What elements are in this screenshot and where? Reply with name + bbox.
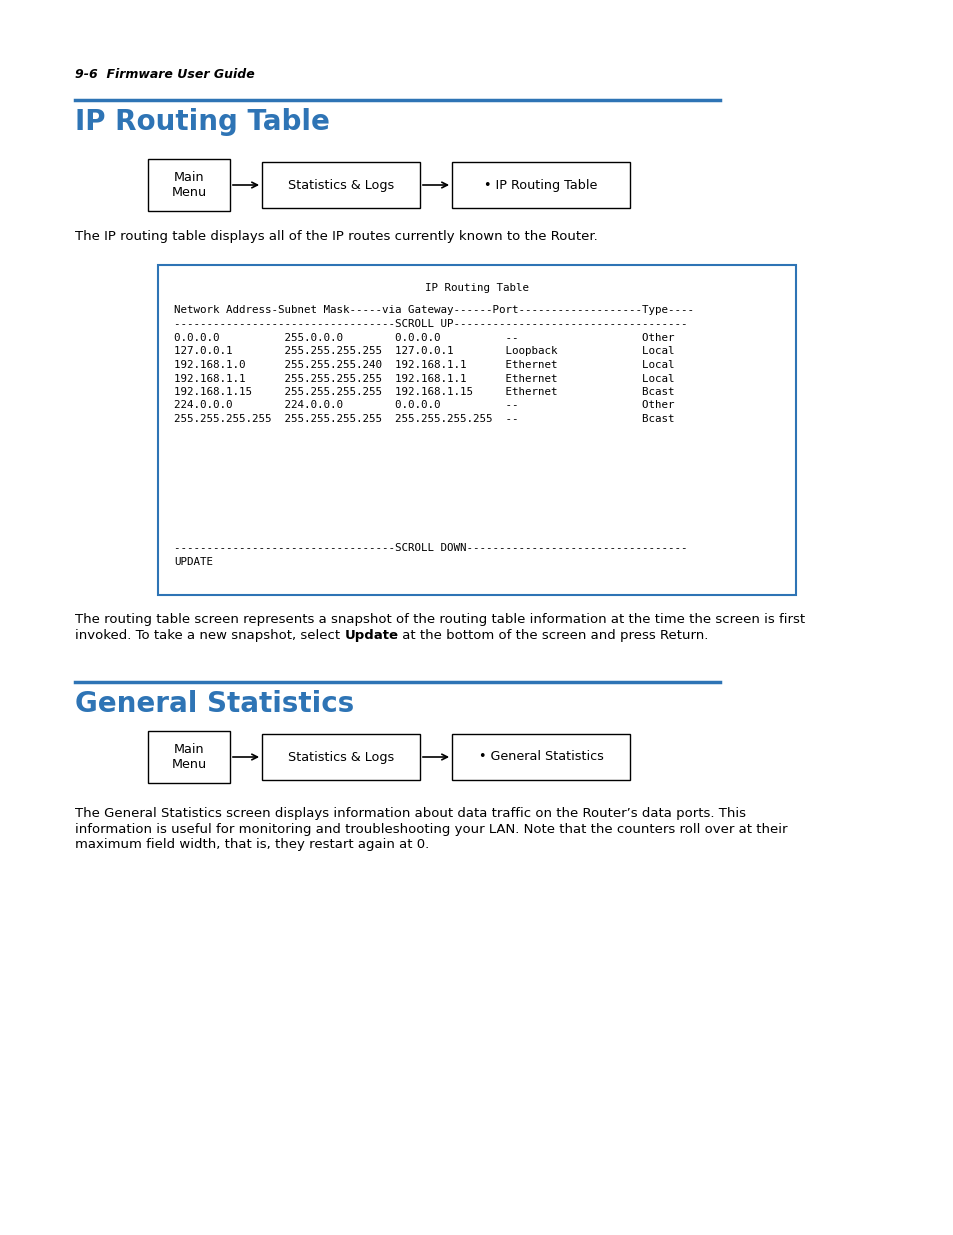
FancyBboxPatch shape	[452, 734, 629, 781]
Text: Network Address-Subnet Mask-----via Gateway------Port-------------------Type----: Network Address-Subnet Mask-----via Gate…	[173, 305, 693, 315]
Text: The General Statistics screen displays information about data traffic on the Rou: The General Statistics screen displays i…	[75, 806, 745, 820]
Text: 192.168.1.0      255.255.255.240  192.168.1.1      Ethernet             Local: 192.168.1.0 255.255.255.240 192.168.1.1 …	[173, 359, 674, 370]
Text: UPDATE: UPDATE	[173, 557, 213, 567]
Text: IP Routing Table: IP Routing Table	[424, 283, 529, 293]
Text: ----------------------------------SCROLL DOWN----------------------------------: ----------------------------------SCROLL…	[173, 543, 687, 553]
Text: information is useful for monitoring and troubleshooting your LAN. Note that the: information is useful for monitoring and…	[75, 823, 786, 836]
Text: 0.0.0.0          255.0.0.0        0.0.0.0          --                   Other: 0.0.0.0 255.0.0.0 0.0.0.0 -- Other	[173, 333, 674, 343]
Text: 9-6  Firmware User Guide: 9-6 Firmware User Guide	[75, 68, 254, 82]
Text: Update: Update	[344, 629, 398, 641]
Text: ----------------------------------SCROLL UP------------------------------------: ----------------------------------SCROLL…	[173, 319, 687, 329]
Text: maximum field width, that is, they restart again at 0.: maximum field width, that is, they resta…	[75, 839, 429, 851]
Text: General Statistics: General Statistics	[75, 690, 354, 718]
Text: • General Statistics: • General Statistics	[478, 751, 603, 763]
FancyBboxPatch shape	[262, 734, 419, 781]
FancyBboxPatch shape	[262, 162, 419, 207]
Text: invoked. To take a new snapshot, select: invoked. To take a new snapshot, select	[75, 629, 344, 641]
Text: 192.168.1.1      255.255.255.255  192.168.1.1      Ethernet             Local: 192.168.1.1 255.255.255.255 192.168.1.1 …	[173, 373, 674, 384]
Text: Statistics & Logs: Statistics & Logs	[288, 179, 394, 191]
Text: 224.0.0.0        224.0.0.0        0.0.0.0          --                   Other: 224.0.0.0 224.0.0.0 0.0.0.0 -- Other	[173, 400, 674, 410]
Text: 192.168.1.15     255.255.255.255  192.168.1.15     Ethernet             Bcast: 192.168.1.15 255.255.255.255 192.168.1.1…	[173, 387, 674, 396]
Text: The IP routing table displays all of the IP routes currently known to the Router: The IP routing table displays all of the…	[75, 230, 598, 243]
Text: 255.255.255.255  255.255.255.255  255.255.255.255  --                   Bcast: 255.255.255.255 255.255.255.255 255.255.…	[173, 414, 674, 424]
Text: • IP Routing Table: • IP Routing Table	[484, 179, 598, 191]
FancyBboxPatch shape	[452, 162, 629, 207]
Text: IP Routing Table: IP Routing Table	[75, 107, 330, 136]
Text: The routing table screen represents a snapshot of the routing table information : The routing table screen represents a sn…	[75, 613, 804, 626]
FancyBboxPatch shape	[148, 159, 230, 211]
Text: Main
Menu: Main Menu	[172, 743, 207, 771]
Text: at the bottom of the screen and press Return.: at the bottom of the screen and press Re…	[398, 629, 708, 641]
Text: 127.0.0.1        255.255.255.255  127.0.0.1        Loopback             Local: 127.0.0.1 255.255.255.255 127.0.0.1 Loop…	[173, 347, 674, 357]
Text: Main
Menu: Main Menu	[172, 170, 207, 199]
Text: Statistics & Logs: Statistics & Logs	[288, 751, 394, 763]
FancyBboxPatch shape	[148, 731, 230, 783]
FancyBboxPatch shape	[158, 266, 795, 595]
